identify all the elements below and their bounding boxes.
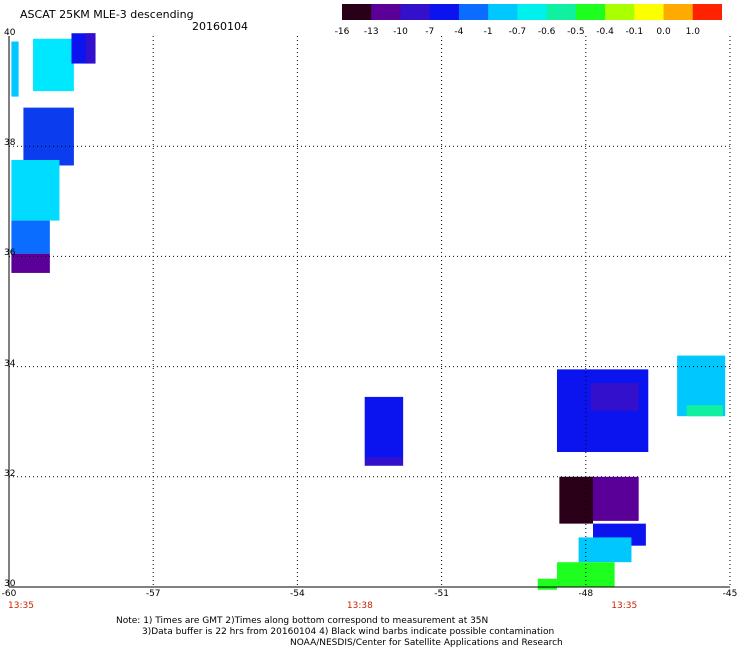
colorbar-segment [517,4,548,20]
latitude-label: 32 [4,468,16,479]
swath-se-cell [590,383,639,411]
colorbar-segment [663,4,694,20]
colorbar-label: -13 [363,27,379,37]
map-date: 20160104 [192,20,248,33]
swath-se-cell [590,476,639,521]
colorbar [342,4,722,20]
colorbar-labels: -16 -13 -10 -7 -4 -1 -0.7 -0.6 -0.5 -0.4 -0.1 0.0 1.… [330,27,740,39]
colorbar-label: -10 [393,27,408,37]
longitude-label: -60 [1,589,17,599]
longitude-label: -45 [722,589,738,599]
longitude-label: -54 [290,589,305,599]
swath-center-cell [364,396,404,458]
colorbar-segment [458,4,489,20]
swath-se-cell [559,476,594,524]
longitude-label: -51 [434,589,449,599]
colorbar-label: -0.1 [625,27,644,37]
note-line-1: Note: 1) Times are GMT 2)Times along bot… [116,616,489,626]
swath-se-cell [556,562,615,587]
colorbar-segment [546,4,577,20]
latitude-label: 36 [4,248,16,259]
swath-center-cell [364,457,404,466]
colorbar-label: -7 [425,27,435,37]
swath-nw-cell [33,38,74,92]
latitude-label: 40 [4,28,16,38]
colorbar-label: -16 [334,27,350,37]
colorbar-label: -0.7 [508,27,527,37]
swath-nw-cell [85,33,96,64]
swath-nw-cell [11,220,50,254]
swath-se-cell [537,578,557,590]
latitude-label: 34 [4,358,16,369]
colorbar-label: -4 [454,27,464,37]
swath-nw-cell [23,107,74,166]
longitude-label: -48 [578,589,594,599]
colorbar-label: -1 [483,27,493,37]
swath-nw-cell [11,159,60,221]
map-title: ASCAT 25KM MLE-3 descending [20,8,194,21]
colorbar-segment [400,4,431,20]
colorbar-label: -0.4 [596,27,614,37]
colorbar-label: -0.5 [567,27,585,37]
swath-nw-cell [11,253,50,273]
colorbar-segment [429,4,460,20]
colorbar-segment [605,4,635,20]
note-line-2: 3)Data buffer is 22 hrs from 20160104 4)… [142,627,555,637]
swath-cells [11,33,726,590]
colorbar-segment [371,4,401,20]
colorbar-label: 1.0 [685,27,700,37]
pass-time-label: 13:38 [346,601,373,611]
longitude-label: -57 [145,589,161,599]
note-line-3: NOAA/NESDIS/Center for Satellite Applica… [290,638,563,648]
latitude-label: 30 [4,579,16,589]
swath-nw-cell [11,41,19,97]
colorbar-segment [575,4,606,20]
pass-time-label: 13:35 [611,601,638,611]
colorbar-segment [692,4,722,20]
colorbar-label: -0.6 [537,27,556,37]
colorbar-segment [488,4,518,20]
swath-se-cell [578,537,632,563]
graticule [9,36,731,587]
colorbar-segment [342,4,372,20]
colorbar-label: 0.0 [656,27,671,37]
pass-time-label: 13:35 [8,601,34,611]
colorbar-segment [634,4,665,20]
swath-se-cell [686,405,723,417]
latitude-label: 38 [4,138,16,149]
